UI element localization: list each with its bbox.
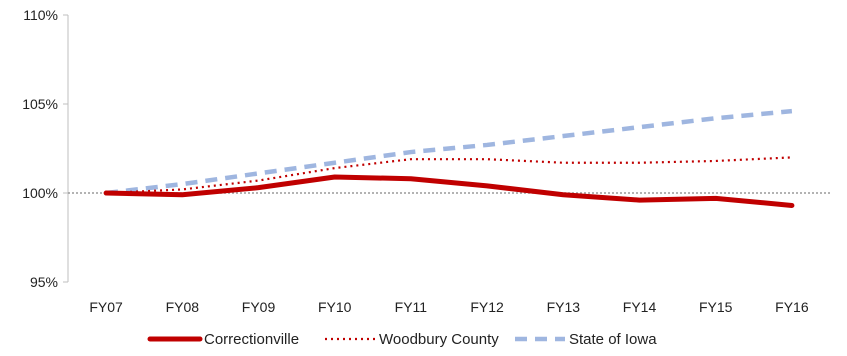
legend: Correctionville Woodbury County State of I… bbox=[150, 331, 657, 348]
x-tick-label: FY15 bbox=[699, 299, 733, 315]
y-tick-label: 110% bbox=[23, 7, 58, 23]
y-tick-label: 95% bbox=[30, 274, 58, 290]
y-tick-label: 100% bbox=[22, 185, 58, 201]
x-tick-label: FY16 bbox=[775, 299, 809, 315]
legend-label: Woodbury County bbox=[379, 331, 499, 348]
x-tick-label: FY11 bbox=[395, 299, 428, 315]
x-tick-label: FY14 bbox=[623, 299, 657, 315]
legend-label: Correctionville bbox=[204, 331, 299, 348]
x-tick-label: FY12 bbox=[470, 299, 504, 315]
series-line-woodbury-county bbox=[106, 157, 792, 193]
series-layer bbox=[106, 111, 792, 205]
legend-label: State of Iowa bbox=[569, 331, 657, 348]
x-tick-label: FY10 bbox=[318, 299, 352, 315]
x-tick-label: FY07 bbox=[89, 299, 123, 315]
x-tick-label: FY08 bbox=[166, 299, 200, 315]
y-tick-label: 105% bbox=[22, 96, 58, 112]
x-tick-label: FY13 bbox=[547, 299, 581, 315]
axes: 95% 100% 105% 110% FY07 FY08 FY09 FY10 FY11 FY12 F… bbox=[22, 7, 830, 315]
x-tick-label: FY09 bbox=[242, 299, 276, 315]
